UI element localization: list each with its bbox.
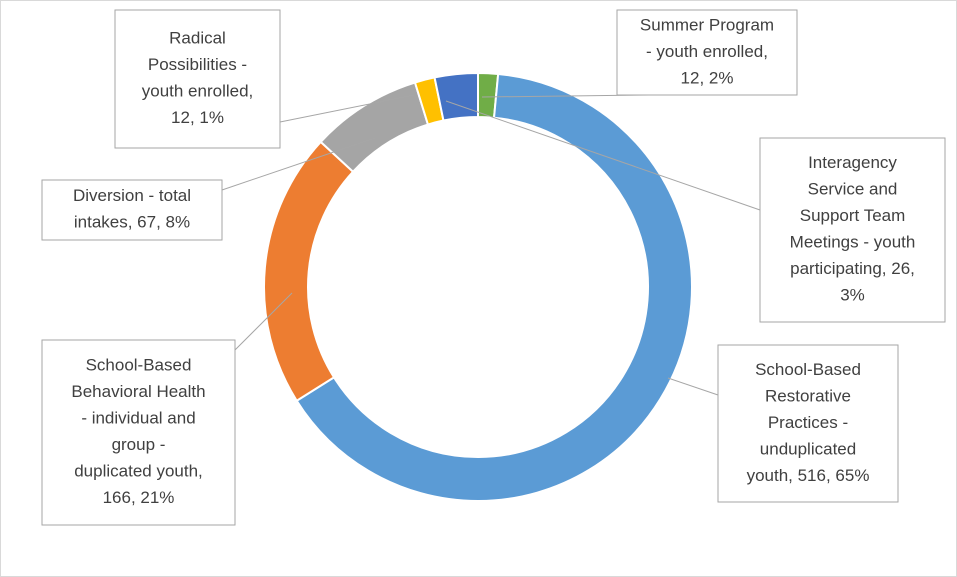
data-label: youth enrolled, (142, 82, 254, 101)
data-label: 12, 2% (681, 68, 734, 87)
data-label: duplicated youth, (74, 462, 203, 481)
data-label: participating, 26, (790, 259, 915, 278)
donut-slice (295, 72, 693, 502)
data-label: - youth enrolled, (646, 42, 768, 61)
leader-line (667, 377, 719, 396)
label-box (41, 339, 236, 526)
data-label: Support Team (800, 206, 906, 225)
data-label: Meetings - youth (790, 233, 916, 252)
data-label: School-Based (755, 360, 861, 379)
data-label: unduplicated (760, 439, 856, 458)
leader-line (234, 292, 293, 351)
label-box (114, 9, 281, 149)
data-label: School-Based (86, 356, 192, 375)
data-label: Possibilities - (148, 55, 247, 74)
leader-line (221, 137, 376, 191)
data-label: group - (112, 435, 166, 454)
data-label: Diversion - total (73, 186, 191, 205)
data-label: Service and (808, 180, 898, 199)
data-label: 12, 1% (171, 108, 224, 127)
data-label: Summer Program (640, 15, 774, 34)
data-label: - individual and (81, 409, 195, 428)
data-label: 3% (840, 286, 865, 305)
data-label: 166, 21% (103, 488, 175, 507)
data-label: Behavioral Health (71, 382, 205, 401)
leader-line (445, 100, 761, 211)
label-box (41, 179, 223, 241)
donut-slice (433, 71, 479, 122)
label-box (759, 137, 946, 323)
data-label: Interagency (808, 153, 897, 172)
data-label: Practices - (768, 413, 848, 432)
label-box (616, 9, 798, 96)
data-label: youth, 516, 65% (747, 466, 870, 485)
leader-line (279, 94, 415, 123)
data-label: Radical (169, 29, 226, 48)
data-label: Restorative (765, 386, 851, 405)
label-box (717, 344, 899, 503)
data-label: intakes, 67, 8% (74, 213, 190, 232)
